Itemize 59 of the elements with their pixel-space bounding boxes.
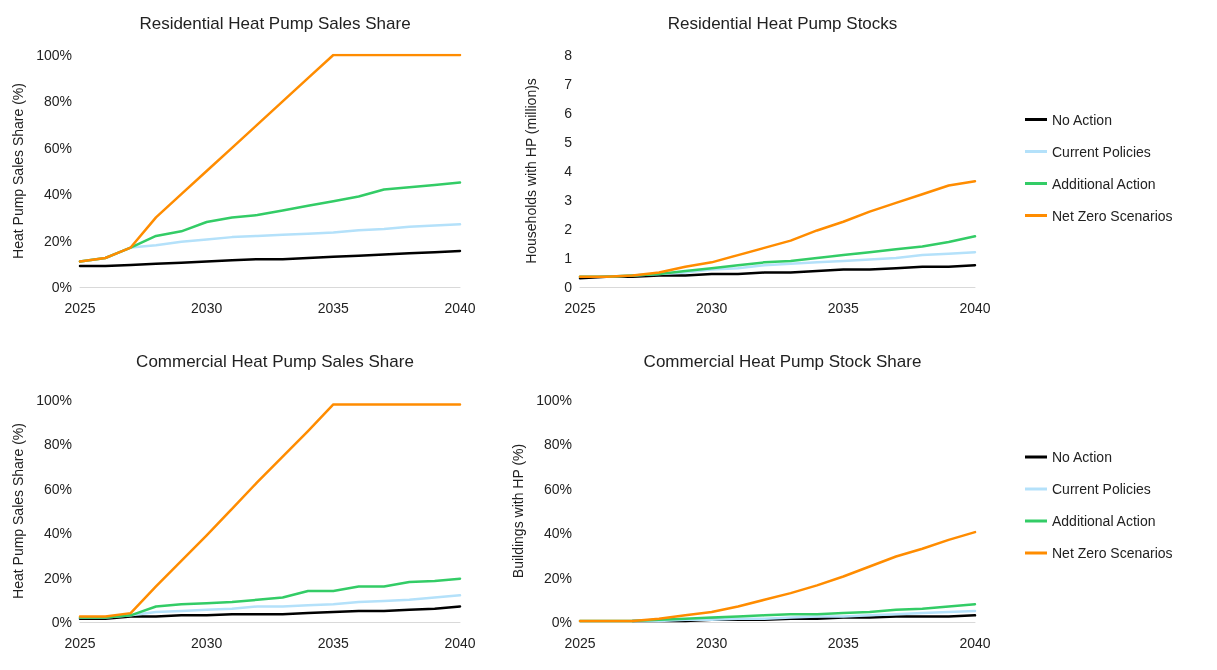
chart-title: Residential Heat Pump Sales Share (139, 14, 411, 33)
x-tick-label: 2025 (64, 300, 96, 316)
y-axis-title: Heat Pump Sales Share (%) (10, 423, 27, 599)
x-tick-label: 2040 (959, 635, 991, 651)
y-tick-label: 3 (564, 192, 573, 208)
y-tick-label: 40% (43, 525, 72, 542)
y-tick-label: 6 (564, 105, 573, 121)
y-tick-label: 0% (51, 614, 72, 630)
y-tick-label: 1 (564, 250, 573, 266)
x-tick-label: 2030 (696, 635, 728, 651)
y-tick-label: 100% (36, 47, 72, 63)
legend-label: Additional Action (1052, 175, 1156, 192)
chart-title: Residential Heat Pump Stocks (667, 14, 898, 33)
y-tick-label: 80% (543, 436, 572, 453)
y-tick-label: 20% (43, 569, 72, 586)
y-tick-label: 0% (51, 279, 72, 295)
legend-label: Net Zero Scenarios (1052, 207, 1173, 224)
y-tick-label: 20% (543, 569, 572, 586)
y-tick-label: 0 (564, 279, 573, 295)
y-axis-title: Heat Pump Sales Share (%) (10, 83, 27, 259)
x-tick-label: 2035 (317, 300, 350, 316)
y-tick-label: 100% (36, 392, 72, 408)
y-tick-label: 5 (564, 134, 573, 150)
y-tick-label: 20% (43, 232, 72, 249)
x-tick-label: 2030 (191, 300, 223, 316)
x-tick-label: 2040 (444, 635, 476, 651)
y-tick-label: 4 (564, 163, 573, 179)
y-tick-label: 80% (43, 93, 72, 110)
legend-label: Current Policies (1052, 143, 1151, 160)
legend-label: No Action (1052, 111, 1112, 128)
y-tick-label: 40% (543, 525, 572, 542)
x-tick-label: 2040 (444, 300, 476, 316)
x-tick-label: 2035 (827, 300, 860, 316)
chart-title: Commercial Heat Pump Sales Share (136, 352, 414, 371)
y-tick-label: 2 (564, 221, 573, 237)
x-tick-label: 2025 (64, 635, 96, 651)
y-tick-label: 100% (536, 392, 572, 408)
y-tick-label: 0% (551, 614, 572, 630)
legend-label: No Action (1052, 449, 1112, 465)
x-tick-label: 2025 (564, 300, 596, 316)
x-tick-label: 2035 (827, 635, 860, 651)
x-tick-label: 2035 (317, 635, 350, 651)
y-tick-label: 80% (43, 436, 72, 453)
chart-title: Commercial Heat Pump Stock Share (643, 352, 922, 371)
legend-label: Additional Action (1052, 513, 1156, 529)
x-tick-label: 2030 (696, 300, 728, 316)
x-tick-label: 2030 (191, 635, 223, 651)
y-tick-label: 7 (564, 76, 573, 92)
y-tick-label: 8 (564, 47, 573, 63)
x-tick-label: 2025 (564, 635, 596, 651)
y-tick-label: 60% (43, 139, 72, 156)
y-tick-label: 60% (543, 480, 572, 497)
y-axis-title: Households with HP (million)s (523, 78, 539, 264)
y-axis-title: Buildings with HP (%) (510, 443, 527, 579)
x-tick-label: 2040 (959, 300, 991, 316)
legend-label: Net Zero Scenarios (1052, 545, 1173, 561)
legend-label: Current Policies (1052, 481, 1151, 497)
y-tick-label: 40% (43, 186, 72, 203)
y-tick-label: 60% (43, 480, 72, 497)
